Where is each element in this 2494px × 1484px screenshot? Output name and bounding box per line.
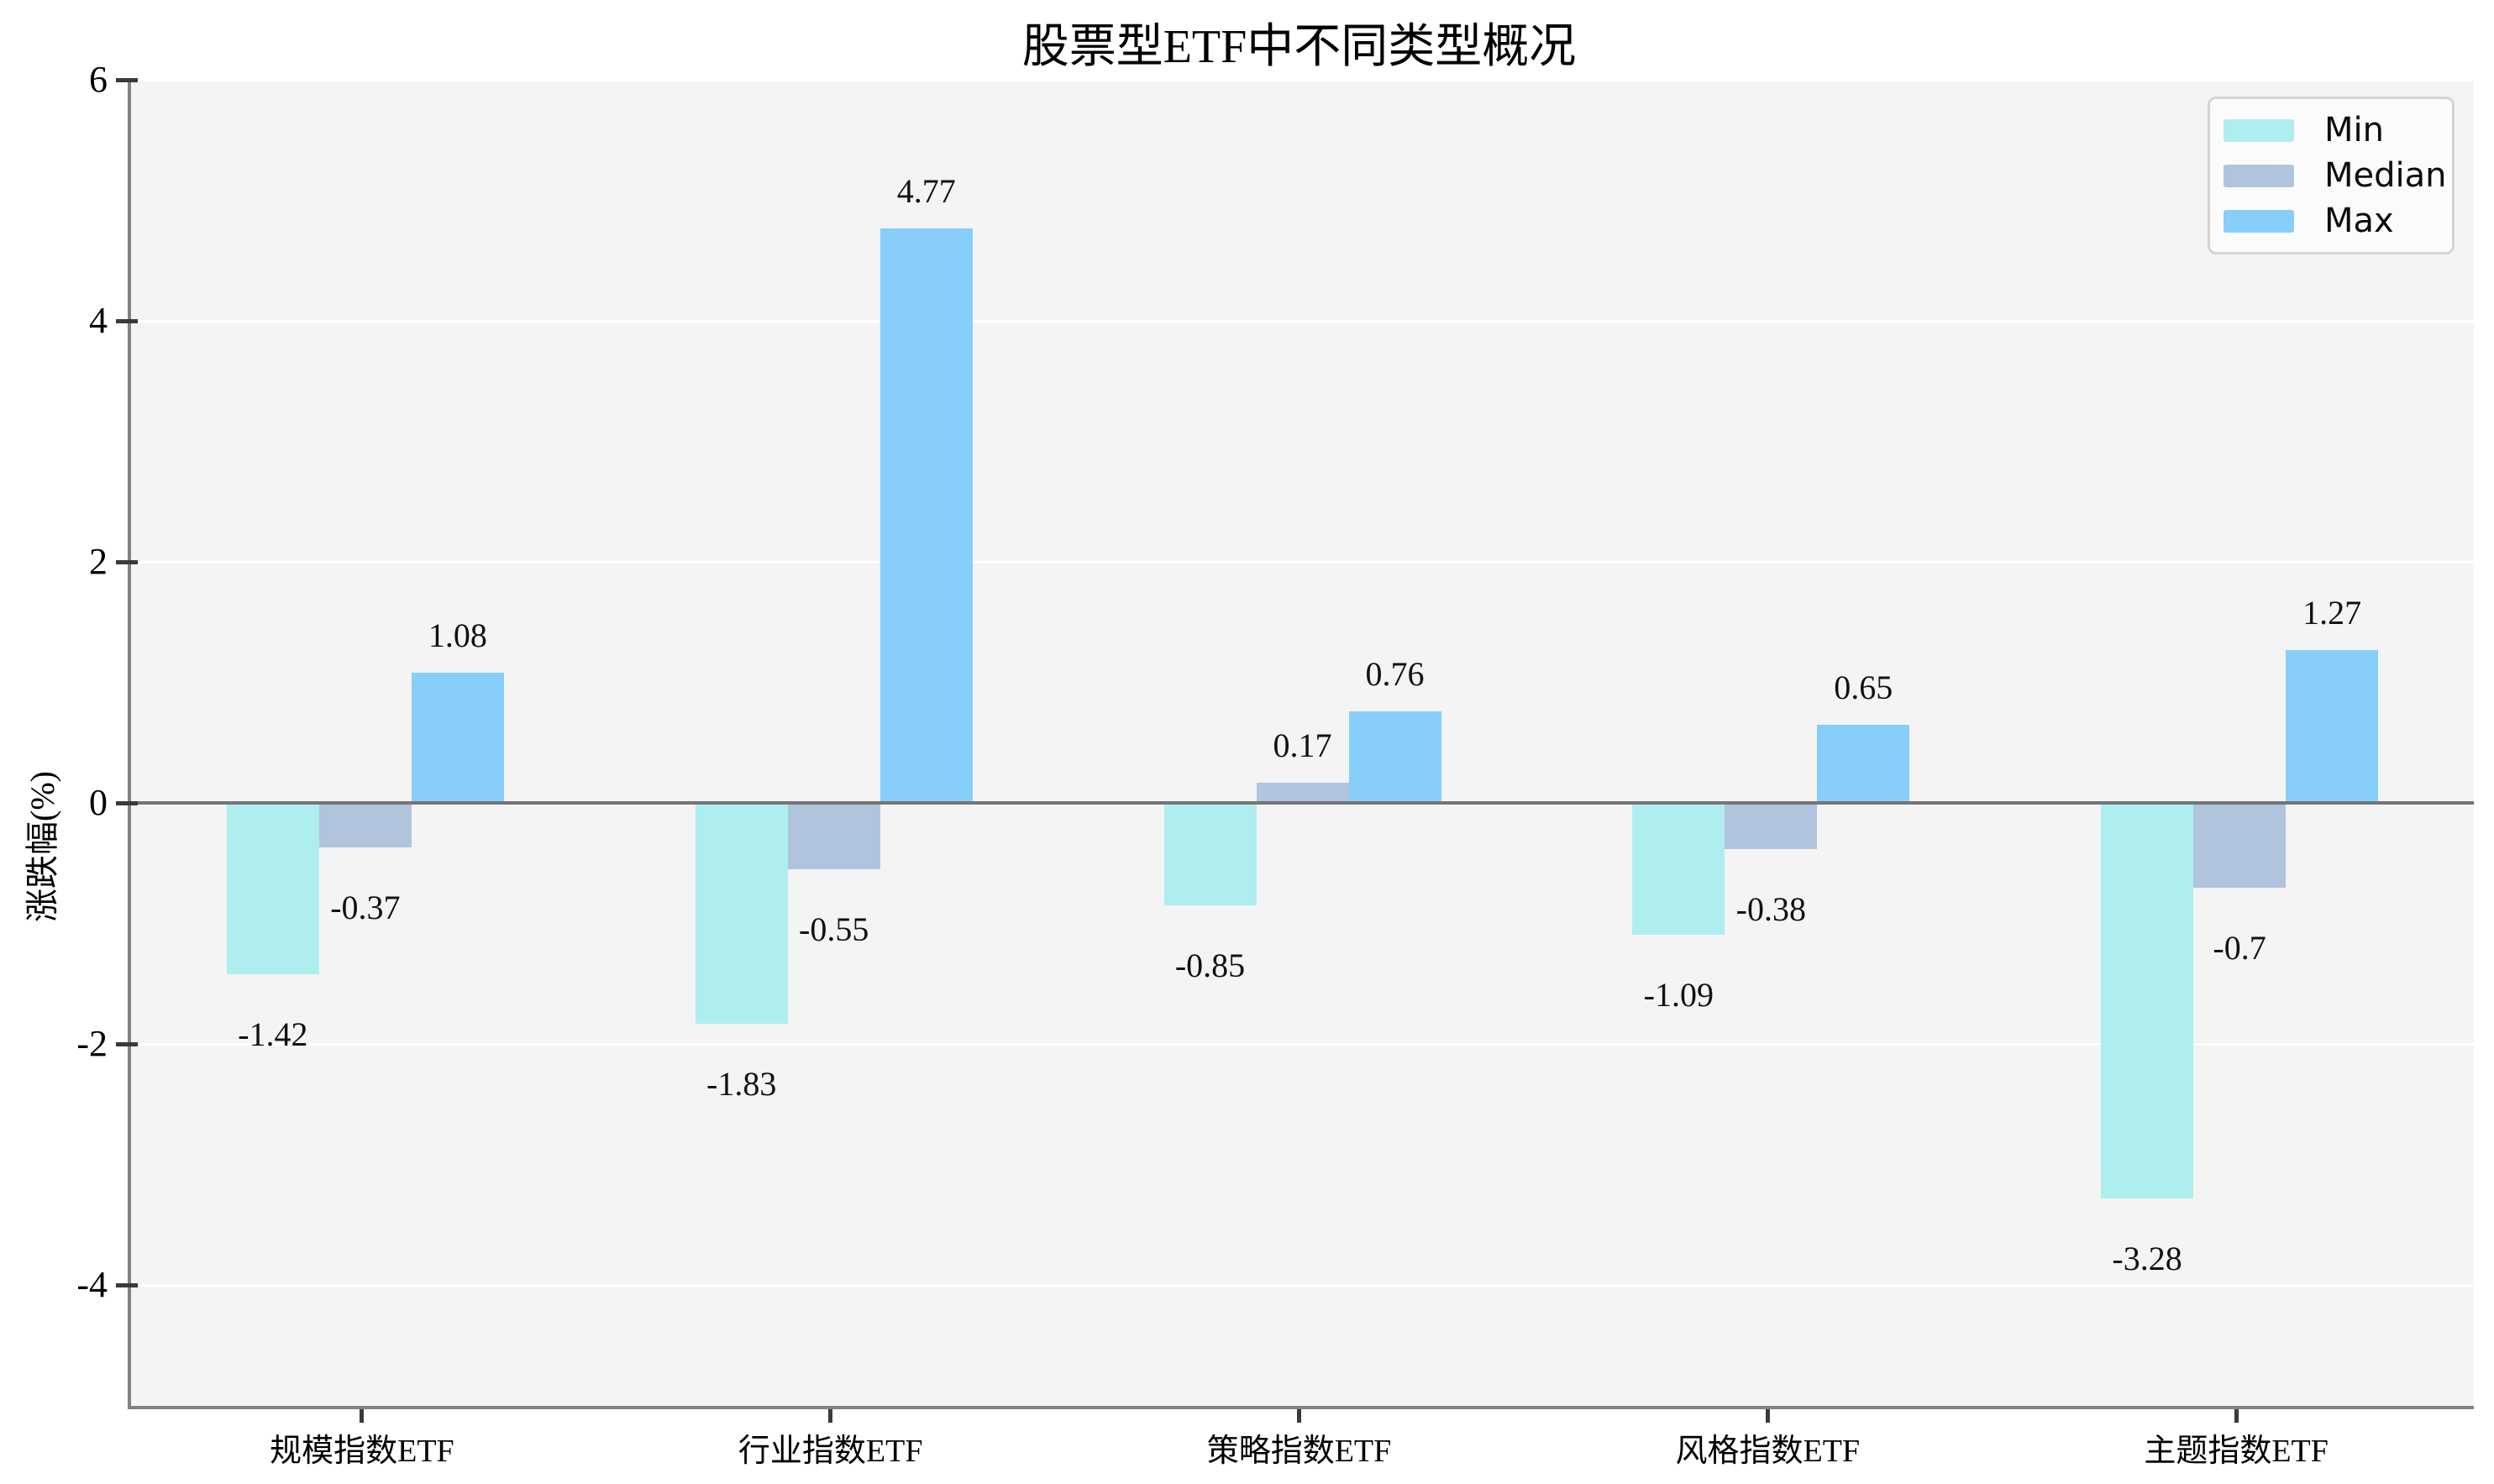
y-tick <box>116 800 138 805</box>
bar-max-1 <box>411 673 504 804</box>
y-tick <box>116 318 138 323</box>
value-label: -1.42 <box>238 1015 308 1054</box>
value-label: -3.28 <box>2112 1240 2182 1278</box>
bar-min-2 <box>695 803 788 1024</box>
bar-median-3 <box>1256 782 1349 804</box>
y-tick-label: 6 <box>89 59 108 100</box>
y-tick <box>116 1282 138 1287</box>
bar-min-5 <box>2101 803 2194 1199</box>
legend: Min Median Max <box>2208 97 2455 254</box>
bar-min-1 <box>226 803 319 975</box>
bar-median-4 <box>1725 803 1818 849</box>
x-tick-label: 策略指数ETF <box>1206 1434 1392 1469</box>
x-tick-label: 主题指数ETF <box>2144 1434 2329 1469</box>
x-tick-label: 规模指数ETF <box>270 1434 454 1469</box>
value-label: -1.83 <box>706 1064 777 1103</box>
gridline <box>131 319 2474 322</box>
y-tick <box>116 1041 138 1046</box>
bar-median-5 <box>2193 803 2287 888</box>
legend-label-min: Min <box>2324 111 2384 149</box>
legend-label-median: Median <box>2324 156 2447 195</box>
value-label: 0.76 <box>1365 655 1425 694</box>
legend-label-max: Max <box>2324 202 2394 240</box>
y-tick-label: -4 <box>76 1264 108 1306</box>
zero-line <box>131 801 2474 805</box>
value-label: -0.38 <box>1735 889 1806 928</box>
bar-median-2 <box>787 803 880 870</box>
y-tick <box>116 77 138 82</box>
bar-max-3 <box>1348 711 1441 804</box>
gridline <box>131 1042 2474 1046</box>
legend-swatch-min <box>2224 118 2294 142</box>
bar-max-2 <box>879 228 973 804</box>
value-label: -0.7 <box>2213 928 2266 967</box>
y-tick <box>116 559 138 564</box>
y-tick-label: -2 <box>76 1023 108 1065</box>
x-tick <box>1297 1409 1301 1423</box>
legend-swatch-max <box>2224 209 2294 233</box>
x-tick <box>2234 1409 2239 1423</box>
bar-min-4 <box>1632 803 1725 935</box>
bar-min-3 <box>1163 803 1257 906</box>
legend-row-max: Max <box>2224 202 2452 239</box>
x-tick <box>360 1409 365 1423</box>
value-label: 1.08 <box>428 616 487 655</box>
x-tick-label: 风格指数ETF <box>1675 1434 1861 1469</box>
plot-area: -1.42 -1.83 -0.85 -1.09 -3.28 -0.37 -0.55 0.17 -… <box>128 78 2474 1409</box>
value-label: -0.55 <box>799 910 869 949</box>
bar-max-4 <box>1817 724 1910 804</box>
gridline <box>131 78 2474 81</box>
value-label: 0.17 <box>1273 726 1332 764</box>
gridline <box>131 560 2474 564</box>
chart-title: 股票型ETF中不同类型概况 <box>1021 21 1577 73</box>
y-tick-label: 0 <box>89 782 108 824</box>
value-label: -0.37 <box>330 889 401 927</box>
y-axis-label: 涨跌幅(%) <box>24 771 61 922</box>
legend-swatch-median <box>2224 164 2294 187</box>
value-label: 4.77 <box>896 171 956 210</box>
x-tick-label: 行业指数ETF <box>738 1434 923 1469</box>
bar-median-1 <box>318 803 412 848</box>
bar-max-5 <box>2286 649 2379 804</box>
gridline <box>131 1283 2474 1287</box>
value-label: -1.09 <box>1643 975 1714 1014</box>
legend-row-median: Median <box>2224 157 2452 194</box>
y-tick-label: 2 <box>89 541 108 583</box>
x-tick <box>828 1409 833 1423</box>
value-label: -0.85 <box>1174 947 1246 985</box>
y-tick-label: 4 <box>89 300 108 342</box>
x-tick <box>1765 1409 1770 1423</box>
value-label: 1.27 <box>2302 593 2362 632</box>
legend-row-min: Min <box>2224 112 2452 149</box>
value-label: 0.65 <box>1834 668 1893 706</box>
